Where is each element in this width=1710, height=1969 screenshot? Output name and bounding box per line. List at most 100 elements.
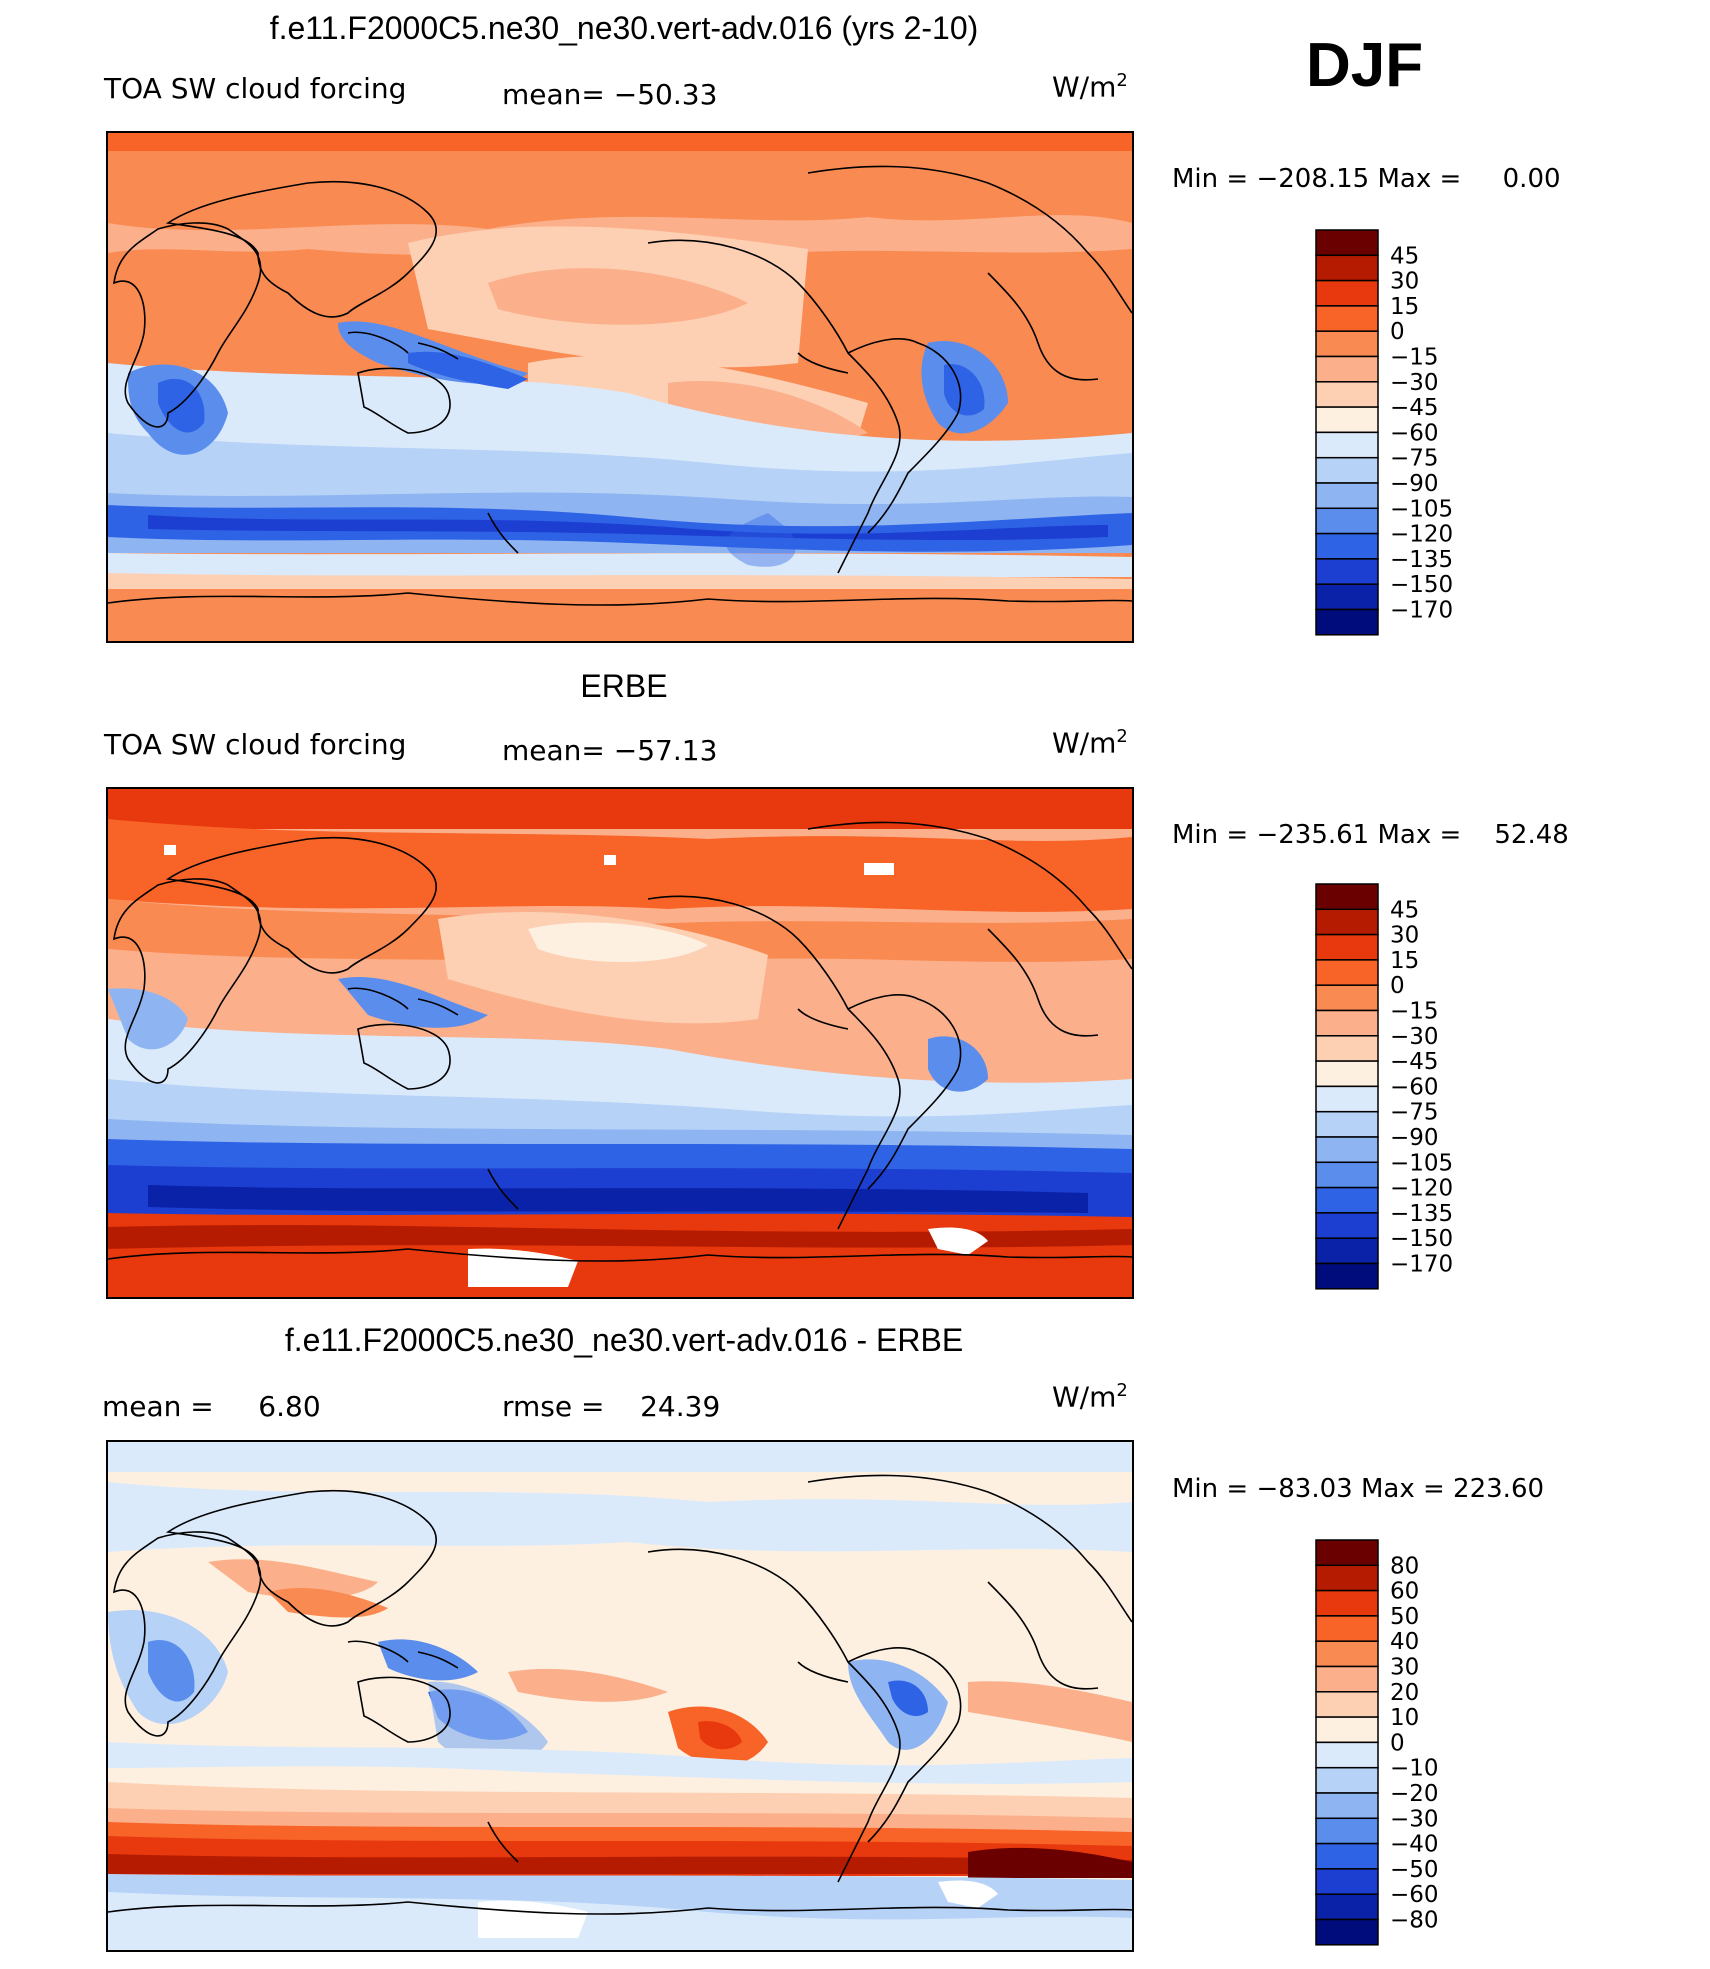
panel-3-min-value: −83.03 <box>1256 1474 1353 1504</box>
panel-3-min-label: Min <box>1172 1474 1219 1504</box>
colorbar-swatch <box>1315 1589 1379 1617</box>
panel-1-minmax: Min = −208.15 Max = 0.00 <box>1172 164 1561 194</box>
colorbar-tick-label: −170 <box>1390 598 1453 624</box>
colorbar-tick-label: −15 <box>1390 345 1439 371</box>
colorbar-swatch <box>1315 1741 1379 1769</box>
panel-1-max-value: 0.00 <box>1502 164 1561 194</box>
colorbar-tick-label: −75 <box>1390 1100 1439 1126</box>
colorbar-swatch <box>1315 883 1379 911</box>
colorbar-tick-label: −150 <box>1390 572 1453 598</box>
colorbar-swatch <box>1315 305 1379 332</box>
colorbar-tick-label: 0 <box>1390 319 1405 345</box>
colorbar-swatch <box>1315 1110 1379 1138</box>
colorbar-tick-label: −80 <box>1390 1908 1439 1934</box>
colorbar-tick-label: −20 <box>1390 1781 1439 1807</box>
colorbar-tick-label: −135 <box>1390 547 1453 573</box>
colorbar-swatch <box>1315 1212 1379 1239</box>
colorbar-swatch <box>1315 456 1379 484</box>
panel-2-mean-value: −57.13 <box>613 734 718 767</box>
colorbar-swatch <box>1315 1792 1379 1820</box>
colorbar-tick-label: −50 <box>1390 1857 1439 1883</box>
panel-3-map <box>106 1440 1134 1952</box>
colorbar-swatch <box>1315 908 1379 936</box>
colorbar-tick-label: −105 <box>1390 496 1453 522</box>
colorbar-swatch <box>1315 984 1379 1012</box>
panel-2-mean: mean= −57.13 <box>502 734 717 767</box>
colorbar-tick-label: −150 <box>1390 1226 1453 1252</box>
panel-2-max-label: Max <box>1377 820 1432 850</box>
colorbar-swatch <box>1315 330 1379 358</box>
colorbar-tick-label: −90 <box>1390 1125 1439 1151</box>
colorbar-swatch <box>1315 1766 1379 1794</box>
panel-3-rmse-label: rmse = <box>502 1390 605 1423</box>
panel-3-rmse: rmse = 24.39 <box>502 1390 720 1423</box>
season-label: DJF <box>1306 31 1424 100</box>
panel-1-variable-label: TOA SW cloud forcing <box>104 72 407 105</box>
colorbar-swatch <box>1315 1085 1379 1113</box>
panel-2-min-label: Min <box>1172 820 1219 850</box>
colorbar-tick-label: −30 <box>1390 1024 1439 1050</box>
colorbar-tick-label: 10 <box>1390 1705 1419 1731</box>
panel-3-mean-value: 6.80 <box>258 1390 321 1423</box>
colorbar-tick-label: 15 <box>1390 294 1419 320</box>
colorbar-tick-label: −40 <box>1390 1832 1439 1858</box>
colorbar-tick-label: −105 <box>1390 1150 1453 1176</box>
colorbar-tick-label: −120 <box>1390 1176 1453 1202</box>
panel-2-variable-label: TOA SW cloud forcing <box>104 728 407 761</box>
panel-1-min-label: Min <box>1172 164 1219 194</box>
colorbar-tick-label: −90 <box>1390 471 1439 497</box>
colorbar-tick-label: −10 <box>1390 1756 1439 1782</box>
panel-1-mean: mean= −50.33 <box>502 78 717 111</box>
colorbar-swatch <box>1315 1009 1379 1037</box>
panel-3-colorbar: 80 60 50 40 30 20 10 0 −10 −20 −30 −40 −50 −60 −80 <box>1315 1539 1439 1949</box>
colorbar-swatch <box>1315 381 1379 408</box>
colorbar-tick-label: −120 <box>1390 522 1453 548</box>
panel-3-max-value: 223.60 <box>1453 1474 1545 1504</box>
panel-2-title: ERBE <box>580 668 668 704</box>
colorbar-swatch <box>1315 406 1379 434</box>
colorbar-swatch <box>1315 1716 1379 1744</box>
colorbar-tick-label: 30 <box>1390 923 1419 949</box>
panel-1-units: W/m2 <box>1052 70 1128 104</box>
colorbar-graphic: 4530150−15−30−45−60−75−90−105−120−135−15… <box>1315 229 1453 636</box>
colorbar-swatch <box>1315 583 1379 611</box>
colorbar-swatch <box>1315 1161 1379 1189</box>
colorbar-swatch <box>1315 1842 1379 1870</box>
colorbar-swatch <box>1315 1539 1379 1567</box>
colorbar-tick-label: −45 <box>1390 1049 1439 1075</box>
colorbar-tick-label: −30 <box>1390 370 1439 396</box>
colorbar-tick-label: 50 <box>1390 1604 1419 1630</box>
colorbar-tick-label: 40 <box>1390 1629 1419 1655</box>
panel-1-mean-value: −50.33 <box>613 78 718 111</box>
colorbar-swatch <box>1315 279 1379 307</box>
panel-2-minmax: Min = −235.61 Max = 52.48 <box>1172 820 1569 850</box>
colorbar-swatch <box>1315 1817 1379 1845</box>
colorbar-swatch <box>1315 1564 1379 1592</box>
colorbar-swatch <box>1315 1893 1379 1921</box>
colorbar-swatch <box>1315 1640 1379 1668</box>
colorbar-swatch <box>1315 1665 1379 1693</box>
colorbar-swatch <box>1315 355 1379 383</box>
colorbar-tick-label: 45 <box>1390 243 1419 269</box>
colorbar-tick-label: −60 <box>1390 420 1439 446</box>
colorbar-tick-label: 30 <box>1390 1655 1419 1681</box>
colorbar-tick-label: 60 <box>1390 1579 1419 1605</box>
panel-3-max-label: Max <box>1360 1474 1415 1504</box>
colorbar-tick-label: −75 <box>1390 446 1439 472</box>
colorbar-swatch <box>1315 229 1379 257</box>
colorbar-tick-label: 0 <box>1390 973 1405 999</box>
colorbar-swatch <box>1315 1868 1379 1895</box>
colorbar-tick-label: 80 <box>1390 1553 1419 1579</box>
colorbar-swatch <box>1315 1136 1379 1164</box>
colorbar-swatch <box>1315 1691 1379 1718</box>
colorbar-swatch <box>1315 933 1379 961</box>
colorbar-tick-label: 15 <box>1390 948 1419 974</box>
colorbar-tick-label: 0 <box>1390 1730 1405 1756</box>
panel-2-mean-label: mean= <box>502 734 605 767</box>
colorbar-tick-label: −15 <box>1390 999 1439 1025</box>
colorbar-tick-label: 45 <box>1390 897 1419 923</box>
colorbar-tick-label: −170 <box>1390 1252 1453 1278</box>
colorbar-tick-label: −45 <box>1390 395 1439 421</box>
colorbar-swatch <box>1315 1918 1379 1946</box>
panel-1-map <box>106 131 1134 643</box>
